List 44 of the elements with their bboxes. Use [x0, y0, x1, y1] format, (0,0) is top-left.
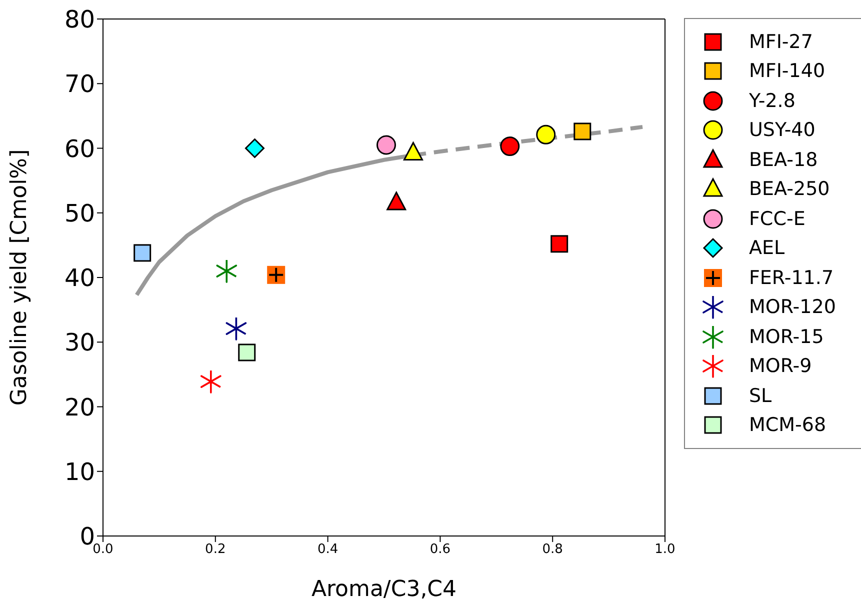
y-axis-title: Gasoline yield [Cmol%]	[6, 149, 32, 406]
legend-label: FCC-E	[749, 208, 806, 230]
legend-label: MCM-68	[749, 414, 826, 436]
point	[376, 135, 396, 155]
legend-label: FER-11.7	[749, 266, 834, 289]
legend-label: SL	[749, 384, 772, 407]
point	[200, 370, 222, 394]
point	[536, 124, 556, 144]
point	[550, 235, 568, 253]
y-tick-label: 0	[80, 522, 95, 551]
point	[226, 316, 247, 340]
point	[403, 142, 423, 161]
x-tick-label: 1.0	[654, 542, 676, 558]
legend-label: MOR-120	[749, 296, 836, 318]
point	[574, 122, 592, 140]
legend-label: AEL	[749, 237, 785, 260]
point	[386, 192, 406, 210]
y-tick-label: 80	[64, 6, 95, 34]
legend-label: MOR-9	[749, 355, 812, 378]
x-tick-label: 0.0	[92, 542, 114, 558]
legend-label: USY-40	[749, 119, 816, 142]
legend-label: MFI-27	[749, 30, 813, 53]
legend-label: BEA-18	[749, 148, 818, 171]
legend-label: BEA-250	[749, 178, 830, 200]
legend-label: Y-2.8	[749, 90, 796, 112]
y-tick-label: 10	[64, 458, 95, 486]
point	[500, 136, 520, 156]
x-axis-title: Aroma/C3,C4	[311, 577, 457, 602]
point	[244, 138, 264, 158]
point	[238, 344, 256, 362]
x-tick-label: 0.8	[542, 542, 563, 558]
y-tick-label: 20	[64, 393, 95, 422]
y-tick-label: 40	[64, 264, 95, 292]
x-tick-label: 0.2	[205, 542, 226, 558]
y-tick-label: 70	[64, 70, 95, 98]
y-tick-label: 50	[64, 199, 95, 228]
x-tick-label: 0.4	[317, 542, 338, 558]
point	[134, 244, 152, 262]
y-tick-label: 30	[64, 328, 95, 357]
point	[216, 259, 238, 283]
x-tick-label: 0.6	[430, 542, 451, 558]
legend-label: MOR-15	[749, 326, 824, 348]
y-tick-label: 60	[64, 134, 95, 163]
legend-label: MFI-140	[749, 60, 826, 82]
